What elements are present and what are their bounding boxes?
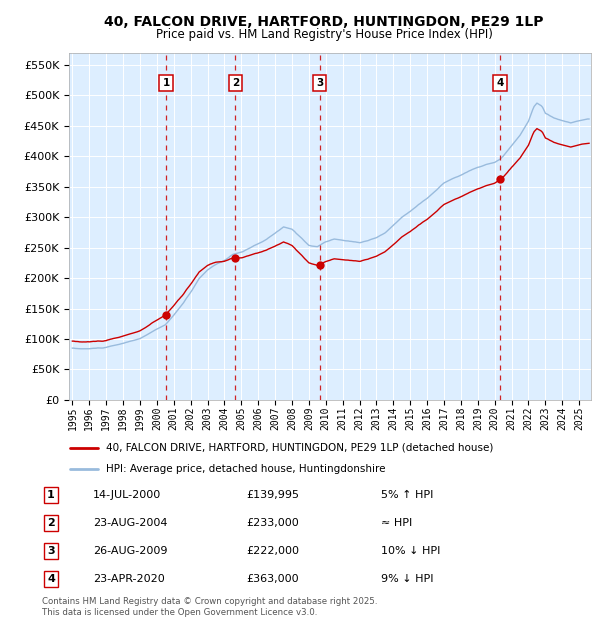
Text: 26-AUG-2009: 26-AUG-2009 <box>93 546 167 556</box>
Text: 9% ↓ HPI: 9% ↓ HPI <box>381 574 433 584</box>
Text: Price paid vs. HM Land Registry's House Price Index (HPI): Price paid vs. HM Land Registry's House … <box>155 28 493 41</box>
Text: 40, FALCON DRIVE, HARTFORD, HUNTINGDON, PE29 1LP: 40, FALCON DRIVE, HARTFORD, HUNTINGDON, … <box>104 16 544 30</box>
Text: This data is licensed under the Open Government Licence v3.0.: This data is licensed under the Open Gov… <box>42 608 317 617</box>
Text: HPI: Average price, detached house, Huntingdonshire: HPI: Average price, detached house, Hunt… <box>106 464 386 474</box>
Text: 23-AUG-2004: 23-AUG-2004 <box>93 518 167 528</box>
Text: 40, FALCON DRIVE, HARTFORD, HUNTINGDON, PE29 1LP (detached house): 40, FALCON DRIVE, HARTFORD, HUNTINGDON, … <box>106 443 494 453</box>
Text: 10% ↓ HPI: 10% ↓ HPI <box>381 546 440 556</box>
Text: 3: 3 <box>316 78 323 88</box>
Text: 2: 2 <box>232 78 239 88</box>
Text: 2: 2 <box>47 518 55 528</box>
Text: 1: 1 <box>47 490 55 500</box>
Text: £233,000: £233,000 <box>246 518 299 528</box>
Text: £363,000: £363,000 <box>246 574 299 584</box>
Text: 5% ↑ HPI: 5% ↑ HPI <box>381 490 433 500</box>
Text: 1: 1 <box>163 78 170 88</box>
Text: Contains HM Land Registry data © Crown copyright and database right 2025.: Contains HM Land Registry data © Crown c… <box>42 597 377 606</box>
Text: £222,000: £222,000 <box>246 546 299 556</box>
Text: 14-JUL-2000: 14-JUL-2000 <box>93 490 161 500</box>
Text: ≈ HPI: ≈ HPI <box>381 518 412 528</box>
Text: 3: 3 <box>47 546 55 556</box>
Text: 4: 4 <box>47 574 55 584</box>
Text: 4: 4 <box>496 78 503 88</box>
Text: 23-APR-2020: 23-APR-2020 <box>93 574 165 584</box>
Text: £139,995: £139,995 <box>246 490 299 500</box>
